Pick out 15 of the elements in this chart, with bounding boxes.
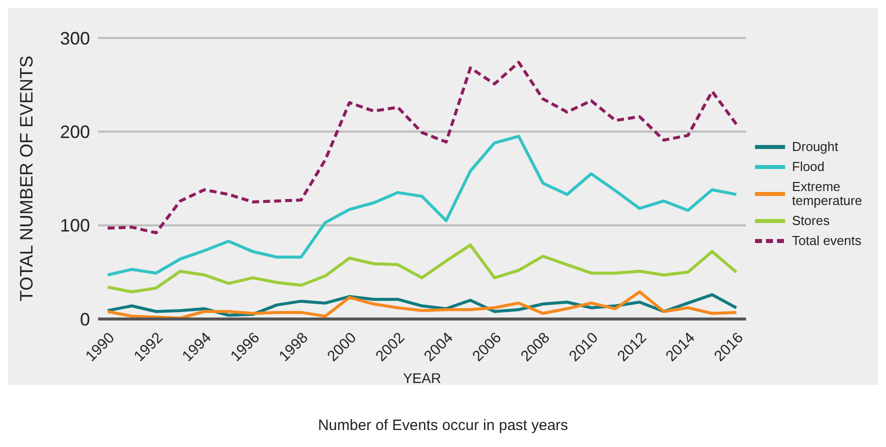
legend-label: Flood [792, 158, 826, 174]
y-axis-title: TOTAL NUMBER OF EVENTS [16, 56, 36, 302]
y-tick-label: 200 [60, 122, 90, 142]
x-axis-title: YEAR [402, 370, 442, 386]
line-series [106, 134, 738, 276]
legend-label: Total events [792, 232, 862, 248]
line-series [106, 60, 738, 234]
legend-label: Extreme temperature [792, 178, 864, 208]
legend-label: Stores [792, 212, 831, 228]
legend-label: Drought [792, 138, 840, 154]
line-series [106, 244, 738, 294]
y-tick-label: 100 [60, 216, 90, 236]
y-tick-label: 0 [80, 309, 90, 330]
y-tick-label: 300 [60, 28, 90, 48]
text: Number of Events occur in past years [316, 417, 570, 434]
